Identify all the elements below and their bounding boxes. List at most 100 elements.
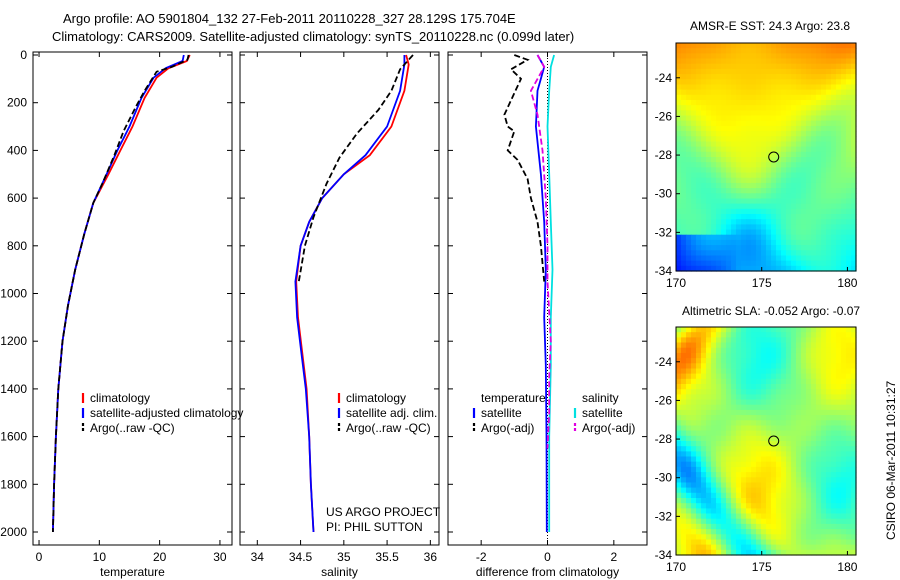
map-cell: [811, 404, 817, 411]
map-cell: [841, 487, 847, 494]
map-cell: [681, 136, 687, 143]
map-cell: [766, 48, 772, 54]
map-cell: [676, 487, 682, 494]
map-cell: [791, 125, 797, 132]
map-cell: [776, 404, 782, 411]
map-cell: [821, 352, 827, 359]
map-cell: [846, 219, 852, 225]
map-cell: [676, 430, 682, 437]
map-cell: [826, 544, 832, 551]
map-cell: [811, 358, 817, 364]
map-cell: [701, 208, 707, 215]
map-cell: [826, 534, 832, 541]
map-cell: [736, 162, 742, 168]
map-cell: [846, 162, 852, 168]
map-cell: [841, 224, 847, 231]
map-cell: [796, 529, 802, 535]
map-cell: [721, 327, 727, 333]
map-cell: [831, 508, 837, 515]
map-cell: [741, 146, 747, 153]
map-cell: [736, 425, 742, 432]
x-tick-label-salinity: 36: [424, 550, 438, 564]
map-cell: [791, 151, 797, 158]
map-cell: [756, 456, 762, 463]
map-cell: [836, 172, 842, 179]
map-cell: [726, 394, 732, 401]
map-cell: [801, 518, 807, 525]
map-cell: [806, 219, 812, 225]
map-cell: [801, 234, 807, 241]
map-cell: [801, 188, 807, 194]
map-cell: [846, 394, 852, 401]
map-cell: [761, 177, 767, 184]
map-cell: [721, 378, 727, 385]
map-cell: [736, 430, 742, 437]
map-cell: [816, 219, 822, 225]
map-cell: [781, 332, 787, 338]
map-cell: [831, 472, 837, 478]
map-cell: [716, 188, 722, 194]
map-cell: [736, 399, 742, 406]
map-cell: [706, 203, 712, 210]
map-cell: [836, 352, 842, 359]
map-cell: [716, 115, 722, 122]
map-cell: [766, 327, 772, 333]
map-cell: [841, 68, 847, 75]
map-cell: [801, 120, 807, 127]
y-tick-label: 2000: [0, 525, 27, 539]
map-cell: [771, 399, 777, 406]
map-cell: [831, 120, 837, 127]
map-cell: [851, 389, 857, 395]
map-cell: [706, 260, 712, 267]
map-cell: [696, 513, 702, 520]
map-cell: [851, 492, 857, 499]
map-cell: [676, 125, 682, 132]
map-cell: [821, 89, 827, 96]
map-cell: [836, 508, 842, 515]
map-cell: [766, 389, 772, 395]
map-cell: [706, 446, 712, 452]
map-cell: [851, 477, 857, 484]
map-cell: [796, 399, 802, 406]
map-cell: [741, 435, 747, 442]
map-cell: [756, 250, 762, 257]
map-cell: [681, 544, 687, 551]
map-cell: [706, 409, 712, 416]
map-cell: [751, 513, 757, 520]
map-cell: [711, 198, 717, 205]
map-cell: [781, 456, 787, 463]
map-cell: [721, 68, 727, 75]
map-cell: [781, 363, 787, 370]
map-y-tick-label: -30: [655, 187, 673, 201]
map-cell: [771, 378, 777, 385]
map-cell: [756, 265, 762, 272]
map-cell: [701, 172, 707, 179]
map-cell: [791, 48, 797, 54]
map-cell: [791, 146, 797, 153]
map-cell: [761, 43, 767, 49]
map-cell: [736, 404, 742, 411]
map-cell: [806, 451, 812, 458]
map-cell: [811, 472, 817, 478]
map-cell: [776, 482, 782, 489]
map-cell: [851, 327, 857, 333]
map-cell: [771, 347, 777, 354]
map-cell: [796, 146, 802, 153]
map-cell: [846, 203, 852, 210]
map-cell: [756, 239, 762, 246]
map-cell: [816, 208, 822, 215]
map-cell: [776, 250, 782, 257]
map-cell: [801, 420, 807, 427]
map-cell: [711, 182, 717, 189]
map-cell: [736, 347, 742, 354]
map-cell: [731, 63, 737, 70]
map-cell: [711, 151, 717, 158]
map-cell: [716, 131, 722, 137]
map-cell: [736, 265, 742, 272]
map-cell: [721, 430, 727, 437]
map-cell: [706, 394, 712, 401]
x-tick-label-temperature: 10: [93, 550, 107, 564]
map-cell: [701, 373, 707, 380]
map-cell: [811, 420, 817, 427]
map-cell: [731, 94, 737, 101]
